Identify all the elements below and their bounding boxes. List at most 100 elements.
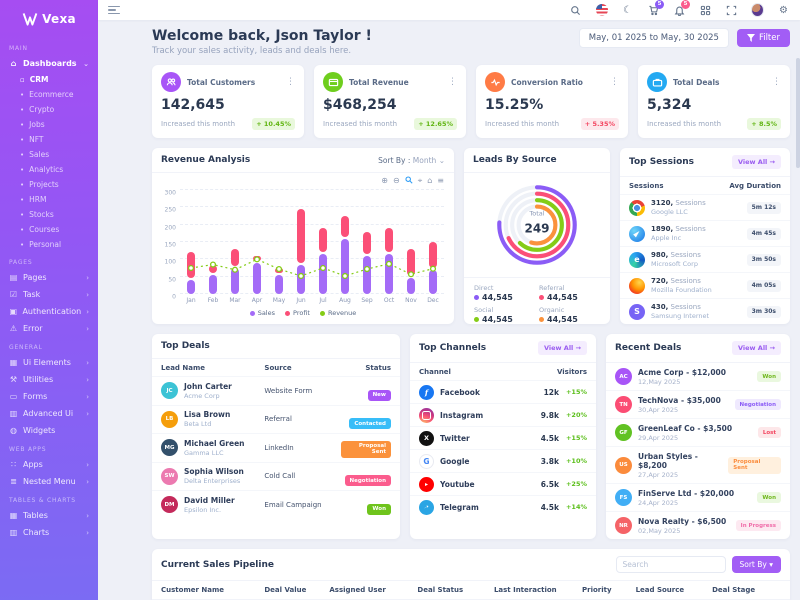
- bar-sales[interactable]: [231, 268, 239, 294]
- channel-row[interactable]: f Facebook 12k +15%: [410, 381, 596, 404]
- hamburger-menu-icon[interactable]: [108, 5, 120, 15]
- sidebar-item-authentication[interactable]: ▣ Authentication ›: [0, 303, 98, 320]
- filter-button[interactable]: Filter: [736, 29, 790, 47]
- table-row[interactable]: JC John Carter Acme Corp Website Form New: [152, 377, 400, 406]
- table-row[interactable]: SW Sophia Wilson Delta Enterprises Cold Cal…: [152, 463, 400, 491]
- table-row[interactable]: LB Lisa Brown Beta Ltd Referral Contacted: [152, 406, 400, 434]
- settings-gear-icon[interactable]: ⚙: [779, 4, 788, 16]
- bar-sales[interactable]: [209, 274, 217, 294]
- bar-profit[interactable]: [429, 242, 437, 268]
- sidebar-item-nested-menu[interactable]: ≣ Nested Menu ›: [0, 473, 98, 490]
- sidebar-item-dashboards[interactable]: ⌂ Dashboards ⌄: [0, 55, 98, 72]
- sidebar-subitem-personal[interactable]: • Personal: [0, 237, 98, 252]
- sidebar-subitem-jobs[interactable]: • Jobs: [0, 117, 98, 132]
- bar-sales[interactable]: [385, 254, 393, 294]
- sidebar-subitem-courses[interactable]: • Courses: [0, 222, 98, 237]
- legend-item-sales[interactable]: Sales: [249, 309, 275, 317]
- recent-deal-row[interactable]: NR Nova Realty - $6,500 02,May 2025 In Prog…: [606, 512, 790, 539]
- sidebar-subitem-crypto[interactable]: • Crypto: [0, 102, 98, 117]
- recent-deal-row[interactable]: GF GreenLeaf Co - $3,500 29,Apr 2025 Lost: [606, 419, 790, 447]
- sidebar-subitem-analytics[interactable]: • Analytics: [0, 162, 98, 177]
- session-row[interactable]: 1890, Sessions Apple Inc 4m 45s: [620, 221, 790, 247]
- more-options-icon[interactable]: ⋮: [448, 77, 457, 87]
- brand-logo[interactable]: Vexa: [0, 0, 98, 38]
- bar-sales[interactable]: [319, 254, 327, 294]
- menu-icon[interactable]: ≡: [437, 176, 444, 185]
- bar-profit[interactable]: [385, 228, 393, 253]
- recent-deal-row[interactable]: AC Acme Corp - $12,000 12,May 2025 Won: [606, 363, 790, 391]
- table-row[interactable]: MG Michael Green Gamma LLC LinkedIn Proposal…: [152, 434, 400, 463]
- recent-deal-row[interactable]: FS FinServe Ltd - $20,000 24,Apr 2025 Won: [606, 484, 790, 512]
- bar-profit[interactable]: [363, 231, 371, 254]
- fullscreen-icon[interactable]: [725, 4, 738, 17]
- bar-sales[interactable]: [429, 269, 437, 294]
- sidebar-item-forms[interactable]: ▭ Forms ›: [0, 388, 98, 405]
- sidebar-subitem-ecommerce[interactable]: • Ecommerce: [0, 87, 98, 102]
- session-row[interactable]: 720, Sessions Mozilla Foundation 4m 05s: [620, 273, 790, 299]
- recent-deal-row[interactable]: TN TechNova - $35,000 30,Apr 2025 Negotiati…: [606, 391, 790, 419]
- bar-profit[interactable]: [341, 216, 349, 237]
- bar-sales[interactable]: [407, 278, 415, 294]
- dark-mode-moon-icon[interactable]: ☾: [623, 4, 632, 16]
- selection-zoom-icon[interactable]: [405, 176, 413, 186]
- table-row[interactable]: DM David Miller Epsilon Inc. Email Campaign…: [152, 491, 400, 519]
- sidebar-subitem-hrm[interactable]: • HRM: [0, 192, 98, 207]
- sidebar-item-task[interactable]: ☑ Task ›: [0, 286, 98, 303]
- channel-row[interactable]: ➝ Telegram 4.5k +14%: [410, 496, 596, 518]
- sidebar-item-utilities[interactable]: ⚒ Utilities ›: [0, 371, 98, 388]
- bar-sales[interactable]: [341, 238, 349, 294]
- sidebar-subitem-stocks[interactable]: • Stocks: [0, 207, 98, 222]
- sidebar-item-pages[interactable]: ▤ Pages ›: [0, 269, 98, 286]
- more-options-icon[interactable]: ⋮: [286, 77, 295, 87]
- sidebar-item-advanced-ui[interactable]: ▥ Advanced Ui ›: [0, 405, 98, 422]
- apps-grid-icon[interactable]: [699, 4, 712, 17]
- channel-row[interactable]: G Google 3.8k +10%: [410, 450, 596, 473]
- zoom-in-icon[interactable]: ⊕: [381, 176, 388, 185]
- date-range-picker[interactable]: May, 01 2025 to May, 30 2025: [578, 28, 729, 48]
- more-options-icon[interactable]: ⋮: [610, 77, 619, 87]
- search-icon[interactable]: [569, 4, 582, 17]
- legend-item-profit[interactable]: Profit: [285, 309, 310, 317]
- session-row[interactable]: 3120, Sessions Google LLC 5m 12s: [620, 195, 790, 221]
- channel-row[interactable]: Instagram 9.8k +20%: [410, 404, 596, 427]
- cart-icon[interactable]: 5: [647, 0, 664, 17]
- pipeline-sort-button[interactable]: Sort By ▾: [731, 556, 781, 573]
- zoom-out-icon[interactable]: ⊖: [393, 176, 400, 185]
- channel-row[interactable]: X Twitter 4.5k +15%: [410, 427, 596, 450]
- sidebar-item-widgets[interactable]: ◍ Widgets: [0, 422, 98, 439]
- language-flag-icon[interactable]: [595, 4, 608, 17]
- home-icon[interactable]: ⌂: [427, 176, 433, 185]
- scrollbar[interactable]: [795, 20, 800, 600]
- bar-sales[interactable]: [275, 274, 283, 294]
- bar-sales[interactable]: [253, 262, 261, 294]
- session-row[interactable]: S 430, Sessions Samsung Internet 3m 30s: [620, 299, 790, 324]
- recent-deals-view-all-button[interactable]: View All →: [731, 341, 781, 355]
- bar-profit[interactable]: [209, 264, 217, 273]
- more-options-icon[interactable]: ⋮: [772, 77, 781, 87]
- bar-profit[interactable]: [407, 248, 415, 277]
- bar-sales[interactable]: [297, 264, 305, 294]
- sidebar-subitem-sales[interactable]: • Sales: [0, 147, 98, 162]
- notifications-bell-icon[interactable]: 5: [673, 0, 690, 17]
- channel-row[interactable]: ▸ Youtube 6.5k +25%: [410, 473, 596, 496]
- user-avatar[interactable]: [751, 3, 764, 17]
- sidebar-item-ui-elements[interactable]: ▦ Ui Elements ›: [0, 354, 98, 371]
- channels-view-all-button[interactable]: View All →: [537, 341, 587, 355]
- sidebar-item-charts[interactable]: ▥ Charts ›: [0, 524, 98, 541]
- scrollbar-thumb[interactable]: [795, 58, 800, 168]
- sidebar-subitem-projects[interactable]: • Projects: [0, 177, 98, 192]
- sidebar-subitem-nft[interactable]: • NFT: [0, 132, 98, 147]
- bar-profit[interactable]: [319, 228, 327, 253]
- sidebar-subitem-crm[interactable]: ▫ CRM: [0, 72, 98, 87]
- pan-icon[interactable]: ⌖: [417, 176, 423, 185]
- bar-sales[interactable]: [363, 255, 371, 294]
- revenue-sort-dropdown[interactable]: Sort By : Month ⌄: [378, 155, 445, 165]
- sidebar-item-apps[interactable]: ∷ Apps ›: [0, 456, 98, 473]
- bar-sales[interactable]: [187, 280, 195, 294]
- bar-profit[interactable]: [231, 248, 239, 266]
- sidebar-item-error[interactable]: ⚠ Error ›: [0, 320, 98, 337]
- session-row[interactable]: e 980, Sessions Microsoft Corp 3m 50s: [620, 247, 790, 273]
- recent-deal-row[interactable]: US Urban Styles - $8,200 27,Apr 2025 Propos…: [606, 447, 790, 484]
- sessions-view-all-button[interactable]: View All →: [731, 155, 781, 169]
- bar-profit[interactable]: [297, 209, 305, 263]
